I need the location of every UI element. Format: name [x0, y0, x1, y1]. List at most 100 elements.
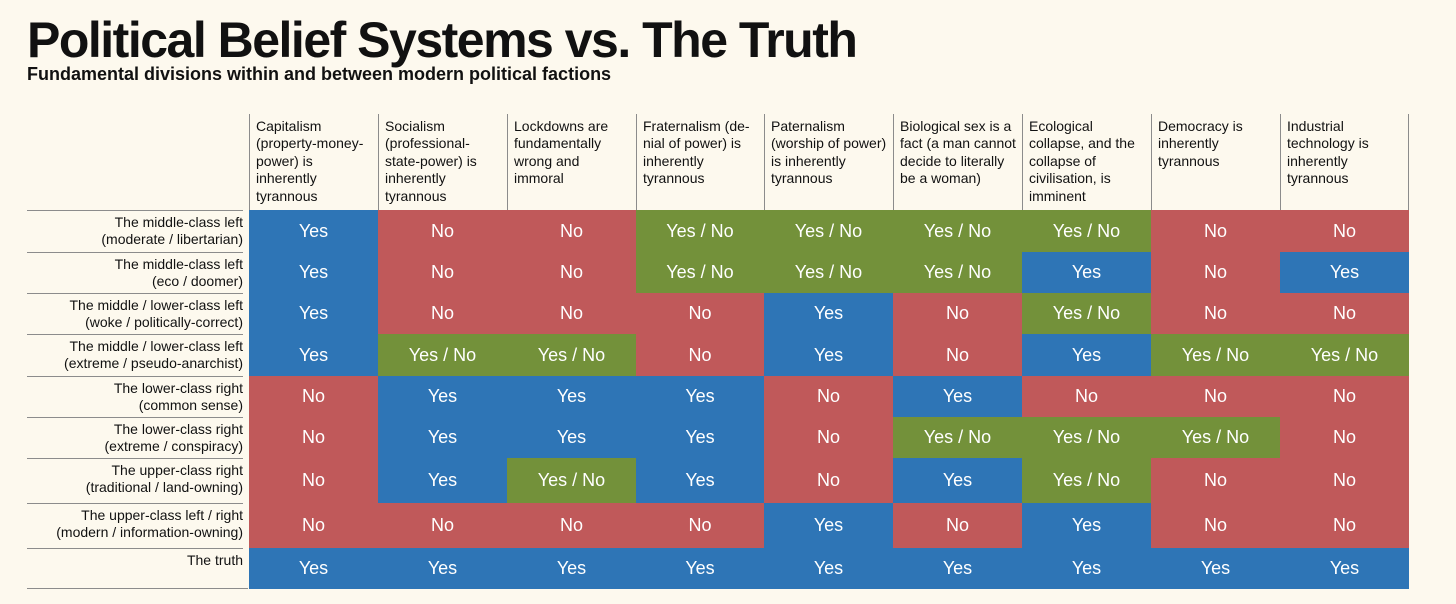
cell-r5-c5: No	[764, 376, 893, 417]
cell-r9-c3: Yes	[507, 548, 636, 589]
row-label-1: The middle-class left (moderate / liberta…	[27, 210, 243, 252]
cell-r6-c8: Yes / No	[1151, 417, 1280, 458]
cell-r9-c2: Yes	[378, 548, 507, 589]
cell-r3-c2: No	[378, 293, 507, 334]
cell-r8-c8: No	[1151, 503, 1280, 548]
cell-r5-c9: No	[1280, 376, 1409, 417]
cell-r8-c6: No	[893, 503, 1022, 548]
cell-r4-c9: Yes / No	[1280, 334, 1409, 376]
cell-r9-c9: Yes	[1280, 548, 1409, 589]
cell-r7-c6: Yes	[893, 458, 1022, 503]
column-header-9: Industrial technology is inherently tyra…	[1280, 114, 1409, 210]
row-label-8: The upper-class left / right (modern / in…	[27, 503, 243, 548]
cell-r6-c3: Yes	[507, 417, 636, 458]
cell-r2-c2: No	[378, 252, 507, 293]
column-header-5: Paternalism (worship of power) is inhere…	[764, 114, 893, 210]
row-label-4: The middle / lower-class left (extreme / …	[27, 334, 243, 376]
cell-r6-c1: No	[249, 417, 378, 458]
cell-r3-c4: No	[636, 293, 764, 334]
cell-r1-c4: Yes / No	[636, 210, 764, 252]
column-header-7: Ecological collapse, and the collapse of…	[1022, 114, 1151, 210]
cell-r3-c3: No	[507, 293, 636, 334]
row-label-6: The lower-class right (extreme / conspira…	[27, 417, 243, 458]
row-label-9: The truth	[27, 548, 243, 589]
cell-r6-c2: Yes	[378, 417, 507, 458]
cell-r9-c7: Yes	[1022, 548, 1151, 589]
cell-r5-c1: No	[249, 376, 378, 417]
cell-r2-c6: Yes / No	[893, 252, 1022, 293]
cell-r4-c2: Yes / No	[378, 334, 507, 376]
row-label-5: The lower-class right (common sense)	[27, 376, 243, 417]
cell-r9-c5: Yes	[764, 548, 893, 589]
cell-r4-c7: Yes	[1022, 334, 1151, 376]
cell-r5-c2: Yes	[378, 376, 507, 417]
cell-r4-c1: Yes	[249, 334, 378, 376]
cell-r6-c6: Yes / No	[893, 417, 1022, 458]
chart-subtitle: Fundamental divisions within and between…	[27, 64, 612, 84]
cell-r6-c7: Yes / No	[1022, 417, 1151, 458]
cell-r8-c9: No	[1280, 503, 1409, 548]
cell-r2-c3: No	[507, 252, 636, 293]
cell-r9-c8: Yes	[1151, 548, 1280, 589]
row-label-2: The middle-class left (eco / doomer)	[27, 252, 243, 293]
cell-r6-c5: No	[764, 417, 893, 458]
column-header-6: Biological sex is a fact (a man cannot d…	[893, 114, 1022, 210]
cell-r6-c4: Yes	[636, 417, 764, 458]
cell-r9-c4: Yes	[636, 548, 764, 589]
cell-r2-c1: Yes	[249, 252, 378, 293]
row-label-bottom-rule	[27, 588, 248, 589]
cell-r3-c6: No	[893, 293, 1022, 334]
column-header-3: Lockdowns are fundamentally wrong and im…	[507, 114, 636, 210]
cell-r8-c3: No	[507, 503, 636, 548]
cell-r4-c3: Yes / No	[507, 334, 636, 376]
cell-r3-c7: Yes / No	[1022, 293, 1151, 334]
cell-r2-c9: Yes	[1280, 252, 1409, 293]
cell-r8-c1: No	[249, 503, 378, 548]
cell-r4-c4: No	[636, 334, 764, 376]
cell-r5-c3: Yes	[507, 376, 636, 417]
row-label-3: The middle / lower-class left (woke / pol…	[27, 293, 243, 334]
cell-r5-c6: Yes	[893, 376, 1022, 417]
cell-r7-c9: No	[1280, 458, 1409, 503]
chart-title: Political Belief Systems vs. The Truth	[27, 12, 858, 68]
cell-r3-c9: No	[1280, 293, 1409, 334]
cell-r2-c8: No	[1151, 252, 1280, 293]
column-header-4: Fraternalism (de-nial of power) is inher…	[636, 114, 764, 210]
column-header-8: Democracy is inherently tyrannous	[1151, 114, 1280, 210]
cell-r8-c5: Yes	[764, 503, 893, 548]
cell-r4-c6: No	[893, 334, 1022, 376]
cell-r8-c4: No	[636, 503, 764, 548]
cell-r7-c2: Yes	[378, 458, 507, 503]
cell-r6-c9: No	[1280, 417, 1409, 458]
cell-r5-c7: No	[1022, 376, 1151, 417]
cell-r3-c5: Yes	[764, 293, 893, 334]
cell-r2-c4: Yes / No	[636, 252, 764, 293]
cell-r1-c7: Yes / No	[1022, 210, 1151, 252]
cell-r9-c6: Yes	[893, 548, 1022, 589]
cell-r4-c8: Yes / No	[1151, 334, 1280, 376]
cell-r1-c2: No	[378, 210, 507, 252]
cell-r2-c7: Yes	[1022, 252, 1151, 293]
cell-r1-c9: No	[1280, 210, 1409, 252]
cell-r1-c8: No	[1151, 210, 1280, 252]
row-label-7: The upper-class right (traditional / land…	[27, 458, 243, 503]
cell-r1-c3: No	[507, 210, 636, 252]
cell-r3-c1: Yes	[249, 293, 378, 334]
cell-r8-c2: No	[378, 503, 507, 548]
cell-r5-c4: Yes	[636, 376, 764, 417]
column-header-2: Socialism (professional-state-power) is …	[378, 114, 507, 210]
column-header-1: Capitalism (property-money-power) is inh…	[249, 114, 378, 210]
cell-r4-c5: Yes	[764, 334, 893, 376]
cell-r9-c1: Yes	[249, 548, 378, 589]
cell-r7-c8: No	[1151, 458, 1280, 503]
cell-r1-c5: Yes / No	[764, 210, 893, 252]
cell-r3-c8: No	[1151, 293, 1280, 334]
cell-r8-c7: Yes	[1022, 503, 1151, 548]
cell-r7-c5: No	[764, 458, 893, 503]
cell-r7-c4: Yes	[636, 458, 764, 503]
cell-r5-c8: No	[1151, 376, 1280, 417]
cell-r7-c3: Yes / No	[507, 458, 636, 503]
cell-r1-c1: Yes	[249, 210, 378, 252]
cell-r7-c1: No	[249, 458, 378, 503]
cell-r2-c5: Yes / No	[764, 252, 893, 293]
